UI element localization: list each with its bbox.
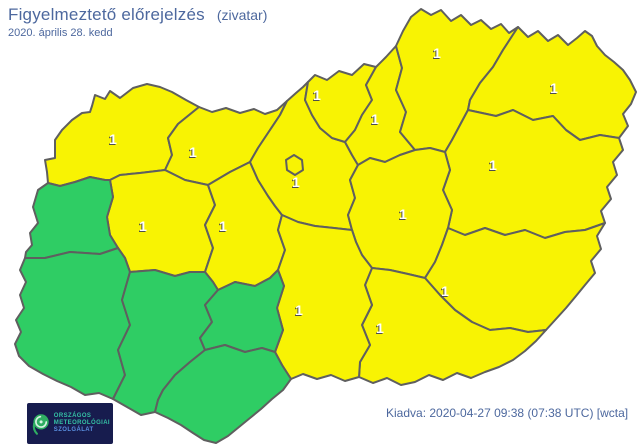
county-budapest[interactable]: [285, 154, 304, 176]
county-baranya[interactable]: [154, 344, 292, 444]
warning-level-label: 1: [433, 45, 441, 61]
warning-level-label: 1: [295, 302, 303, 318]
warning-level-label: 1: [109, 131, 117, 147]
header: Figyelmeztető előrejelzés (zivatar) 2020…: [8, 5, 267, 39]
warning-level-label: 1: [375, 321, 383, 337]
warning-level-label: 1: [549, 81, 557, 97]
warning-level-label: 1: [108, 132, 116, 148]
logo-line-3: SZOLGÁLAT: [53, 427, 94, 434]
logo-line-1: ORSZÁGOS: [53, 412, 92, 419]
issued-timestamp: Kiadva: 2020-04-27 09:38 (07:38 UTC) [wc…: [386, 406, 629, 420]
omsz-logo-text: ORSZÁGOS METEOROLÓGIAI SZOLGÁLAT: [54, 413, 110, 435]
forecast-date: 2020. április 28. kedd: [8, 27, 113, 39]
county-zala[interactable]: [14, 247, 131, 400]
warning-level-label: 1: [398, 207, 406, 223]
warning-level-label: 1: [219, 218, 227, 234]
warning-level-label: 1: [294, 303, 302, 319]
warning-level-label: 1: [376, 320, 384, 336]
warning-level-label: 1: [291, 175, 299, 191]
warning-level-label: 1: [488, 158, 496, 174]
warning-level-label: 1: [370, 112, 378, 128]
warning-level-label: 1: [188, 145, 196, 161]
warning-level-label: 1: [312, 88, 320, 104]
warning-level-label: 1: [313, 87, 321, 103]
warning-level-label: 1: [138, 219, 146, 235]
warning-type-label: (zivatar): [216, 7, 268, 23]
warning-level-label: 1: [399, 206, 407, 222]
title-row: Figyelmeztető előrejelzés (zivatar): [8, 5, 267, 25]
omsz-swirl-icon: [32, 413, 49, 435]
warning-level-label: 1: [432, 46, 440, 62]
warning-level-label: 1: [440, 284, 448, 300]
warning-level-label: 1: [371, 111, 379, 127]
warning-level-label: 1: [139, 218, 147, 234]
omsz-logo: ORSZÁGOS METEOROLÓGIAI SZOLGÁLAT: [27, 403, 113, 444]
page-title: Figyelmeztető előrejelzés: [8, 5, 205, 24]
warning-level-label: 1: [189, 144, 197, 160]
logo-line-2: METEOROLÓGIAI: [53, 419, 110, 426]
county-vas[interactable]: [24, 176, 119, 259]
warning-level-label: 1: [441, 283, 449, 299]
warning-level-label: 1: [550, 80, 558, 96]
warning-level-label: 1: [292, 174, 300, 190]
warning-level-label: 1: [218, 219, 226, 235]
warning-level-label: 1: [489, 157, 497, 173]
